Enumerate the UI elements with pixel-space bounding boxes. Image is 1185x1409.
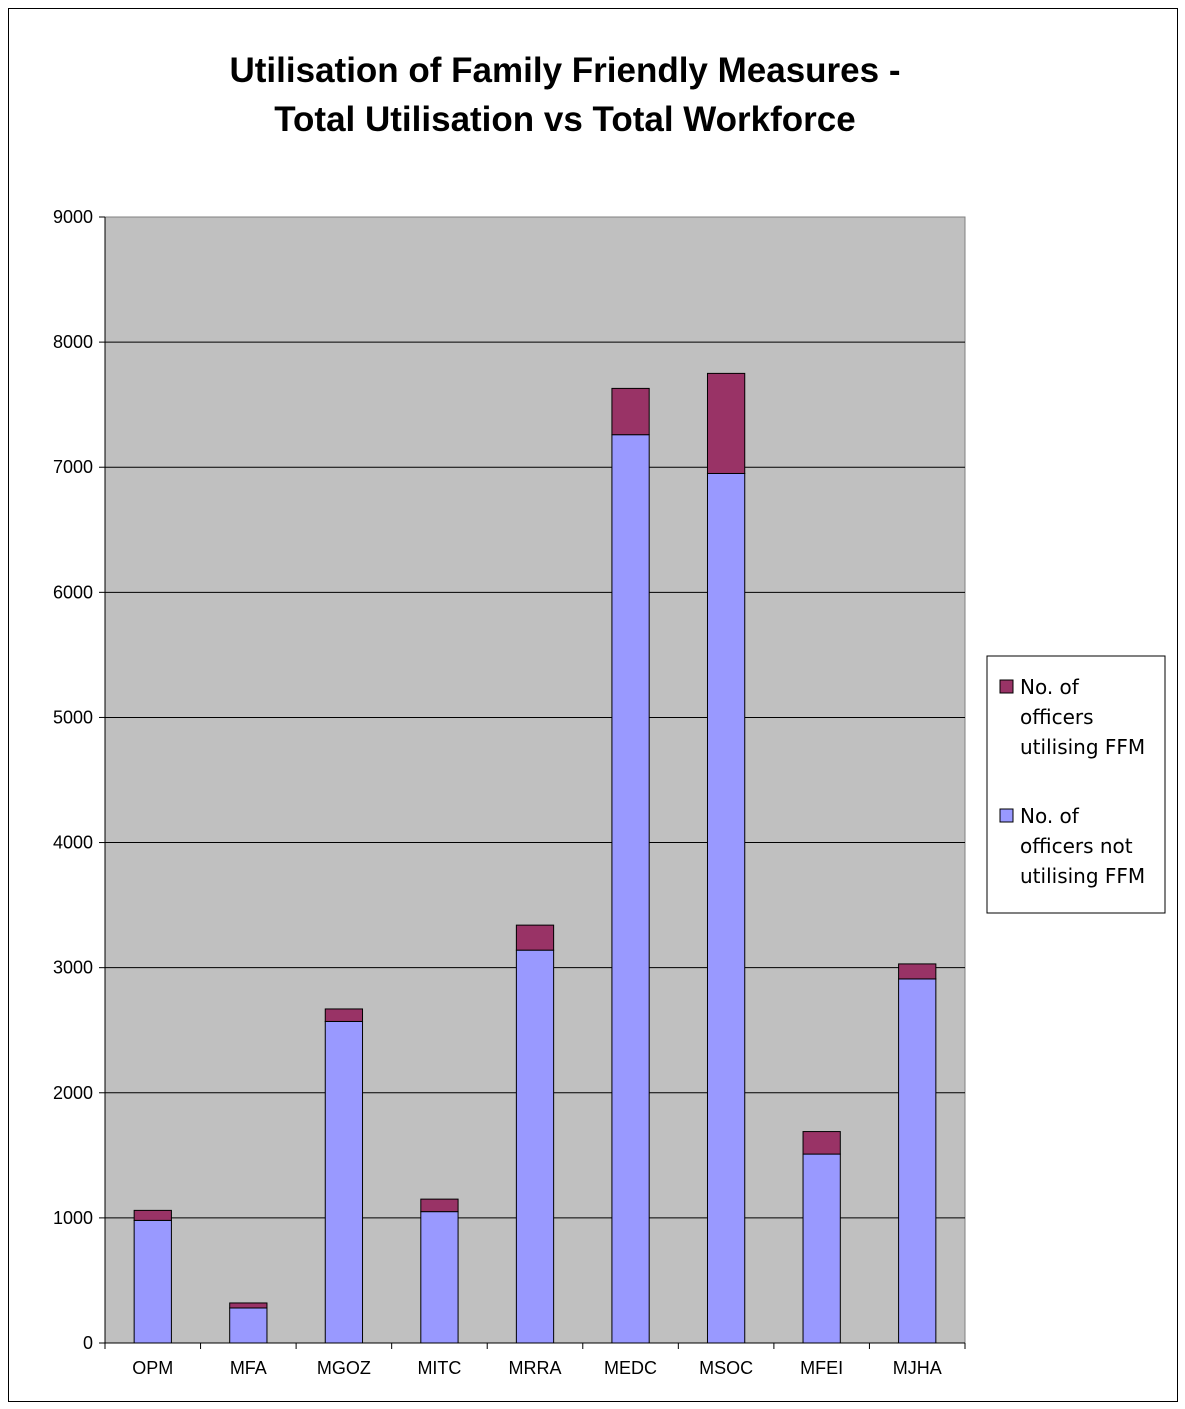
axes: 0 1000 2000 3000 4000 5000 6000 7000 8000 9000 OPM… (53, 207, 966, 1378)
x-tick-label: MSOC (699, 1358, 753, 1378)
y-tick-label: 3000 (53, 958, 93, 978)
legend-swatch-series-1 (999, 679, 1014, 694)
bar-mrra-series-0 (515, 949, 555, 1344)
y-tick-label: 7000 (53, 457, 93, 477)
x-tick-label: MGOZ (317, 1358, 371, 1378)
bar-opm-series-0 (133, 1219, 172, 1344)
y-tick-label: 5000 (53, 707, 93, 727)
x-tick-label: MEDC (604, 1358, 657, 1378)
y-tick-label: 4000 (53, 833, 93, 853)
bar-msoc-series-1 (706, 372, 746, 474)
bar-mfa-series-0 (229, 1307, 268, 1344)
bar-opm-series-1 (133, 1209, 172, 1221)
chart-title-line-1: Utilisation of Family Friendly Measures … (230, 51, 901, 90)
y-tick-label: 9000 (53, 207, 93, 227)
legend-label-series-1: utilising FFM (1020, 735, 1145, 759)
bars (133, 372, 937, 1344)
x-tick-label: MJHA (893, 1358, 942, 1378)
bar-mjha-series-0 (898, 978, 937, 1344)
x-tick-label: MFA (230, 1358, 267, 1378)
bar-msoc-series-0 (706, 472, 746, 1344)
bar-medc-series-1 (611, 387, 650, 436)
legend-label-series-1: officers (1020, 705, 1094, 729)
y-tick-label: 0 (83, 1333, 93, 1353)
bar-medc-series-0 (611, 434, 650, 1344)
bar-mjha-series-1 (898, 963, 937, 980)
chart-title-line-2: Total Utilisation vs Total Workforce (274, 100, 855, 139)
bar-mfa-series-1 (229, 1302, 268, 1309)
bar-mfei-series-1 (802, 1131, 841, 1155)
y-tick-label: 2000 (53, 1083, 93, 1103)
bar-mitc-series-1 (420, 1198, 459, 1213)
legend-label-series-0: officers not (1020, 834, 1133, 858)
bar-mitc-series-0 (420, 1211, 459, 1344)
legend: No. of officers utilising FFM No. of officer… (986, 655, 1166, 914)
y-tick-label: 8000 (53, 332, 93, 352)
x-tick-label: MFEI (800, 1358, 843, 1378)
x-tick-label: MITC (417, 1358, 461, 1378)
bar-mfei-series-0 (802, 1153, 841, 1344)
bar-mrra-series-1 (515, 924, 555, 951)
legend-label-series-0: No. of (1020, 804, 1080, 828)
y-tick-label: 1000 (53, 1208, 93, 1228)
legend-box (986, 655, 1166, 914)
bar-mgoz-series-0 (324, 1020, 364, 1344)
legend-swatch-series-0 (999, 808, 1014, 823)
legend-label-series-0: utilising FFM (1020, 864, 1145, 888)
x-tick-label: OPM (132, 1358, 173, 1378)
y-tick-label: 6000 (53, 582, 93, 602)
bar-mgoz-series-1 (324, 1008, 364, 1022)
legend-label-series-1: No. of (1020, 675, 1080, 699)
x-tick-label: MRRA (509, 1358, 562, 1378)
